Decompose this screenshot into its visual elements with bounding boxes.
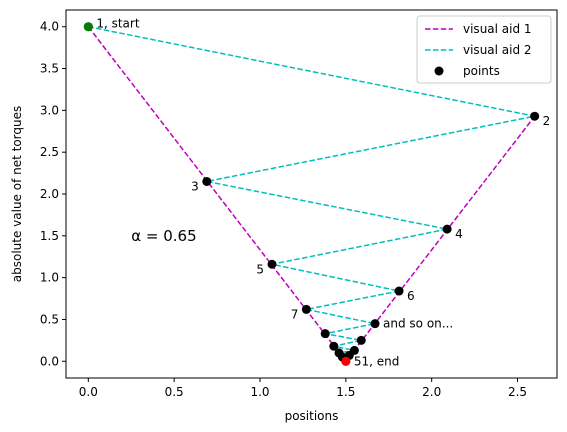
plot-labels-layer: 1, start 2 3 4 5 6 7 and so on... 51, end	[96, 17, 550, 369]
point-label: and so on...	[383, 317, 453, 331]
y-tick-label: 0.5	[40, 312, 59, 326]
point-label: 2	[543, 114, 551, 128]
point-label: 3	[191, 179, 199, 193]
y-tick-label: 2.5	[40, 145, 59, 159]
y-axis-label: absolute value of net torques	[10, 106, 24, 283]
legend-swatch	[434, 66, 444, 76]
plot-points-layer	[83, 22, 540, 366]
y-tick-label: 0.0	[40, 354, 59, 368]
data-point	[329, 341, 339, 351]
start-point	[83, 22, 93, 32]
point-label: 7	[291, 307, 299, 321]
y-tick-label: 1.5	[40, 229, 59, 243]
legend: visual aid 1 visual aid 2 points	[416, 15, 552, 84]
point-label: 51, end	[354, 354, 400, 368]
point-label: 6	[407, 289, 415, 303]
x-tick-label: 0.5	[165, 385, 184, 399]
legend-entry: visual aid 2	[463, 43, 532, 57]
legend-entry: visual aid 1	[463, 22, 532, 36]
x-axis-label: positions	[285, 409, 339, 423]
series-line-visual-aid-2	[88, 25, 535, 362]
data-point	[394, 286, 404, 296]
x-tick-label: 2.5	[508, 385, 527, 399]
data-point	[370, 319, 380, 329]
legend-entry: points	[463, 64, 500, 78]
data-point	[442, 224, 452, 234]
x-tick-label: 1.0	[250, 385, 269, 399]
data-point	[301, 304, 311, 314]
y-tick-label: 3.5	[40, 62, 59, 76]
x-axis-ticks: 0.0 0.5 1.0 1.5 2.0 2.5	[79, 378, 527, 399]
end-point	[341, 356, 351, 366]
point-label: 5	[256, 262, 264, 276]
data-point	[530, 111, 540, 121]
x-tick-label: 1.5	[336, 385, 355, 399]
data-point	[267, 259, 277, 269]
point-label: 4	[455, 227, 463, 241]
y-tick-label: 4.0	[40, 20, 59, 34]
point-label: 1, start	[96, 17, 140, 31]
data-point	[356, 335, 366, 345]
legend-box	[416, 15, 552, 84]
y-tick-label: 2.0	[40, 187, 59, 201]
data-point	[202, 176, 212, 186]
alpha-annotation: α = 0.65	[131, 227, 196, 245]
x-tick-label: 0.0	[79, 385, 98, 399]
y-tick-label: 1.0	[40, 271, 59, 285]
data-point	[320, 329, 330, 339]
y-axis-ticks: 0.0 0.5 1.0 1.5 2.0 2.5 3.0 3.5 4.0	[40, 20, 66, 368]
x-tick-label: 2.0	[422, 385, 441, 399]
y-tick-label: 3.0	[40, 103, 59, 117]
